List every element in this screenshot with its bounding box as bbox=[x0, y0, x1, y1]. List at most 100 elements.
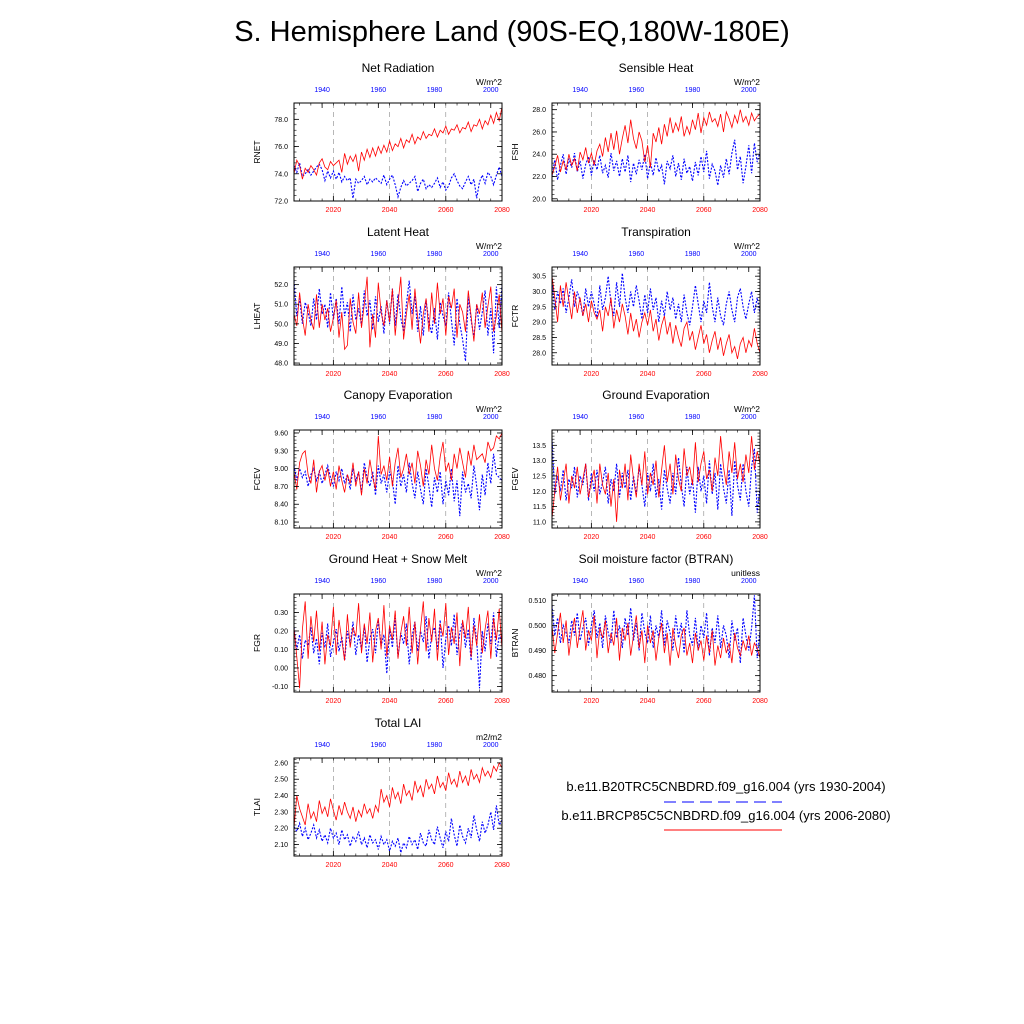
y-tick-label: 2.60 bbox=[274, 760, 288, 767]
panel-title: Net Radiation bbox=[362, 61, 435, 75]
x-tick-label-top: 1960 bbox=[371, 578, 387, 585]
x-tick-label-bottom: 2020 bbox=[326, 698, 342, 705]
x-tick-label-bottom: 2040 bbox=[382, 862, 398, 869]
panel-fcev: 8.10 8.40 8.70 9.00 9.30 9.60 2020 2040 2060 2080… bbox=[252, 388, 510, 541]
x-tick-label-bottom: 2080 bbox=[752, 698, 768, 705]
series-line-ctrl bbox=[293, 805, 503, 854]
y-tick-label: 13.0 bbox=[532, 458, 546, 465]
x-tick-label-top: 1940 bbox=[572, 87, 588, 94]
series-line-future bbox=[551, 109, 761, 176]
panel-fsh: 20.0 22.0 24.0 26.0 28.0 2020 2040 2060 2080 1940… bbox=[510, 61, 768, 214]
y-tick-label: 12.0 bbox=[532, 489, 546, 496]
series-line-future bbox=[293, 601, 503, 689]
x-tick-label-top: 1960 bbox=[629, 251, 645, 258]
x-tick-label-top: 1940 bbox=[314, 87, 330, 94]
panel-units: unitless bbox=[731, 568, 760, 578]
x-tick-label-top: 1980 bbox=[427, 87, 443, 94]
x-tick-label-top: 2000 bbox=[483, 87, 499, 94]
panels: 72.0 74.0 76.0 78.0 2020 2040 2060 2080 1940 1960… bbox=[252, 61, 768, 869]
x-tick-label-bottom: 2020 bbox=[326, 207, 342, 214]
x-tick-label-top: 1960 bbox=[371, 742, 387, 749]
y-tick-label: 24.0 bbox=[532, 152, 546, 159]
x-tick-label-top: 1960 bbox=[629, 87, 645, 94]
x-tick-label-top: 1980 bbox=[427, 578, 443, 585]
x-tick-label-top: 1940 bbox=[572, 251, 588, 258]
x-tick-label-bottom: 2080 bbox=[494, 862, 510, 869]
series-line-future bbox=[551, 610, 761, 666]
panel-title: Total LAI bbox=[375, 716, 422, 730]
plot-frame bbox=[293, 593, 503, 693]
x-tick-label-top: 1940 bbox=[314, 742, 330, 749]
x-tick-label-bottom: 2080 bbox=[752, 371, 768, 378]
panel-tlai: 2.10 2.20 2.30 2.40 2.50 2.60 2020 2040 2060 2080… bbox=[252, 716, 510, 869]
y-tick-label: 52.0 bbox=[274, 282, 288, 289]
y-tick-label: 50.0 bbox=[274, 321, 288, 328]
panel-fgr: -0.10 0.00 0.10 0.20 0.30 2020 2040 2060 2080 194… bbox=[252, 552, 510, 705]
y-axis-label: FCEV bbox=[252, 467, 262, 490]
x-tick-label-bottom: 2040 bbox=[640, 207, 656, 214]
x-tick-label-top: 1940 bbox=[314, 251, 330, 258]
y-tick-label: 13.5 bbox=[532, 443, 546, 450]
y-tick-label: 0.10 bbox=[274, 647, 288, 654]
x-tick-label-bottom: 2060 bbox=[438, 698, 454, 705]
series-line-future bbox=[293, 107, 503, 180]
y-tick-label: 9.30 bbox=[274, 448, 288, 455]
y-tick-label: 49.0 bbox=[274, 341, 288, 348]
y-tick-label: 0.480 bbox=[528, 673, 546, 680]
series-line-ctrl bbox=[293, 162, 503, 200]
x-tick-label-top: 1980 bbox=[427, 742, 443, 749]
y-tick-label: 9.60 bbox=[274, 430, 288, 437]
legend-label-ctrl: b.e11.B20TRC5CNBDRD.f09_g16.004 (yrs 193… bbox=[566, 779, 885, 794]
x-tick-label-top: 1980 bbox=[685, 251, 701, 258]
x-tick-label-bottom: 2040 bbox=[640, 371, 656, 378]
y-axis-label: FGR bbox=[252, 634, 262, 652]
y-tick-label: 48.0 bbox=[274, 361, 288, 368]
x-tick-label-top: 1960 bbox=[371, 251, 387, 258]
y-axis-label: LHEAT bbox=[252, 303, 262, 330]
y-tick-label: 26.0 bbox=[532, 129, 546, 136]
x-tick-label-top: 1940 bbox=[314, 414, 330, 421]
y-tick-label: 76.0 bbox=[274, 144, 288, 151]
y-tick-label: 29.0 bbox=[532, 320, 546, 327]
y-tick-label: 28.0 bbox=[532, 350, 546, 357]
y-axis-label: BTRAN bbox=[510, 629, 520, 658]
y-tick-label: 29.5 bbox=[532, 304, 546, 311]
series-line-future bbox=[293, 761, 503, 829]
x-tick-label-bottom: 2060 bbox=[696, 207, 712, 214]
y-axis-label: TLAI bbox=[252, 798, 262, 816]
series-line-ctrl bbox=[293, 280, 503, 362]
y-tick-label: 51.0 bbox=[274, 302, 288, 309]
y-tick-label: 2.10 bbox=[274, 842, 288, 849]
series-line-ctrl bbox=[551, 595, 761, 664]
panel-title: Transpiration bbox=[621, 225, 691, 239]
x-tick-label-bottom: 2060 bbox=[438, 534, 454, 541]
y-tick-label: 2.40 bbox=[274, 793, 288, 800]
y-tick-label: 2.50 bbox=[274, 777, 288, 784]
legend-label-future: b.e11.BRCP85C5CNBDRD.f09_g16.004 (yrs 20… bbox=[561, 808, 890, 823]
x-tick-label-top: 1960 bbox=[629, 414, 645, 421]
y-tick-label: 28.5 bbox=[532, 335, 546, 342]
y-tick-label: 12.5 bbox=[532, 473, 546, 480]
panel-lheat: 48.0 49.0 50.0 51.0 52.0 2020 2040 2060 2080 1940… bbox=[252, 225, 510, 378]
panel-fgev: 11.0 11.5 12.0 12.5 13.0 13.5 2020 2040 2060 2080… bbox=[510, 388, 768, 541]
x-tick-label-bottom: 2060 bbox=[696, 534, 712, 541]
panel-units: W/m^2 bbox=[476, 568, 502, 578]
x-tick-label-bottom: 2020 bbox=[326, 534, 342, 541]
x-tick-label-bottom: 2020 bbox=[584, 534, 600, 541]
y-tick-label: -0.10 bbox=[272, 684, 288, 691]
panel-title: Canopy Evaporation bbox=[344, 388, 453, 402]
series-line-ctrl bbox=[551, 139, 761, 186]
x-tick-label-bottom: 2060 bbox=[696, 371, 712, 378]
panel-units: W/m^2 bbox=[734, 77, 760, 87]
x-tick-label-top: 1960 bbox=[629, 578, 645, 585]
x-tick-label-bottom: 2020 bbox=[584, 207, 600, 214]
y-tick-label: 0.30 bbox=[274, 610, 288, 617]
panel-units: W/m^2 bbox=[476, 241, 502, 251]
x-tick-label-top: 1980 bbox=[685, 414, 701, 421]
y-tick-label: 0.500 bbox=[528, 623, 546, 630]
x-tick-label-bottom: 2060 bbox=[438, 862, 454, 869]
x-tick-label-bottom: 2040 bbox=[382, 698, 398, 705]
x-tick-label-top: 1980 bbox=[427, 414, 443, 421]
y-tick-label: 22.0 bbox=[532, 174, 546, 181]
